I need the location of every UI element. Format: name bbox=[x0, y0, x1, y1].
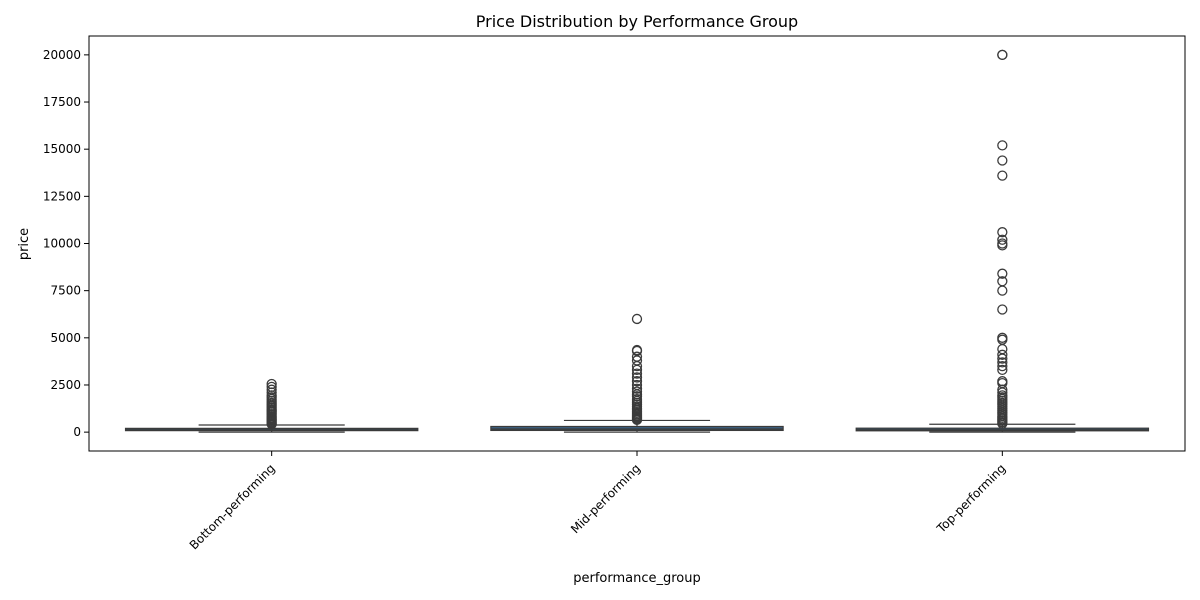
y-axis-label: price bbox=[17, 228, 32, 260]
outlier-point bbox=[997, 285, 1008, 296]
outlier-point bbox=[997, 376, 1008, 387]
outlier-point bbox=[631, 351, 643, 362]
outlier-point bbox=[997, 238, 1008, 249]
outlier-point bbox=[997, 49, 1008, 61]
x-tick-label: Bottom-performing bbox=[187, 461, 278, 552]
box-group bbox=[490, 313, 784, 433]
outlier-point bbox=[266, 378, 277, 390]
plot-frame bbox=[88, 35, 1186, 452]
outlier-point bbox=[631, 393, 643, 405]
outlier-point bbox=[997, 234, 1008, 245]
outlier-point bbox=[997, 390, 1008, 401]
outlier-point bbox=[631, 313, 643, 325]
box-group bbox=[124, 378, 419, 433]
outlier-point bbox=[266, 384, 277, 395]
y-tick-label: 2500 bbox=[50, 378, 81, 392]
outlier-point bbox=[997, 304, 1008, 315]
x-tick-label: Top-performing bbox=[933, 461, 1008, 536]
outlier-point bbox=[997, 332, 1008, 343]
y-tick-label: 15000 bbox=[43, 142, 81, 156]
y-tick-label: 5000 bbox=[50, 331, 81, 345]
outlier-point bbox=[997, 170, 1008, 181]
outlier-point bbox=[631, 376, 643, 387]
outlier-point bbox=[997, 364, 1008, 376]
outlier-point bbox=[997, 357, 1008, 368]
y-tick-label: 12500 bbox=[43, 189, 81, 203]
outlier-point bbox=[631, 383, 643, 394]
y-tick-label: 10000 bbox=[43, 237, 81, 251]
outlier-point bbox=[266, 381, 277, 393]
outlier-point bbox=[631, 368, 643, 379]
outlier-point bbox=[631, 372, 643, 383]
outlier-point bbox=[997, 360, 1008, 372]
y-tick-label: 0 bbox=[73, 425, 81, 439]
y-tick-label: 20000 bbox=[43, 48, 81, 62]
outlier-point bbox=[997, 276, 1008, 287]
x-axis: Bottom-performing Mid-performing Top-perfo… bbox=[187, 451, 1008, 552]
outlier-point bbox=[631, 386, 643, 397]
plot-area bbox=[124, 49, 1150, 433]
outlier-point bbox=[997, 343, 1008, 355]
box-group bbox=[855, 49, 1150, 433]
outlier-point bbox=[631, 379, 643, 391]
outlier-point bbox=[997, 349, 1008, 360]
outlier-point bbox=[997, 227, 1008, 238]
x-axis-label: performance_group bbox=[573, 571, 701, 586]
outlier-point bbox=[997, 140, 1008, 151]
y-tick-label: 7500 bbox=[50, 284, 81, 298]
chart-title: Price Distribution by Performance Group bbox=[476, 12, 798, 31]
y-tick-label: 17500 bbox=[43, 95, 81, 109]
x-tick-label: Mid-performing bbox=[568, 461, 643, 536]
outlier-point bbox=[997, 155, 1008, 166]
y-axis: 0 2500 5000 7500 10000 12500 15000 17500 20000 bbox=[43, 48, 89, 439]
outlier-point bbox=[631, 344, 643, 356]
outlier-point bbox=[997, 268, 1008, 279]
